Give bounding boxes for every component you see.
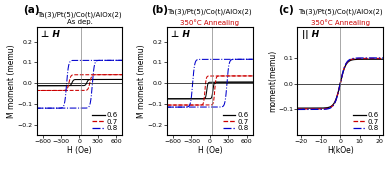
Title: Ta(3)/Pt(5)/Co(t)/AlOx(2)
As dep.: Ta(3)/Pt(5)/Co(t)/AlOx(2) As dep. [37,11,122,25]
Y-axis label: M moment (memu): M moment (memu) [137,44,146,118]
Y-axis label: moment(memu): moment(memu) [268,50,277,112]
Text: ⊥ H: ⊥ H [171,30,190,39]
Text: ⊥ H: ⊥ H [41,30,60,39]
Text: 350°C Annealing: 350°C Annealing [180,20,239,27]
Y-axis label: M moment (memu): M moment (memu) [7,44,16,118]
Title: Ta(3)/Pt(5)/Co(t)/AlOx(2): Ta(3)/Pt(5)/Co(t)/AlOx(2) [167,8,252,15]
X-axis label: H (Oe): H (Oe) [67,146,92,155]
X-axis label: H(kOe): H(kOe) [327,146,353,155]
Legend: 0.6, 0.7, 0.8: 0.6, 0.7, 0.8 [92,112,119,132]
Legend: 0.6, 0.7, 0.8: 0.6, 0.7, 0.8 [352,112,380,132]
Text: (c): (c) [278,5,294,15]
Text: (b): (b) [152,5,169,15]
Text: 350°C Annealing: 350°C Annealing [311,20,370,27]
Title: Ta(3)/Pt(5)/Co(t)/AlOx(2): Ta(3)/Pt(5)/Co(t)/AlOx(2) [298,8,383,15]
Text: || H: || H [303,30,320,39]
Legend: 0.6, 0.7, 0.8: 0.6, 0.7, 0.8 [222,112,249,132]
X-axis label: H (Oe): H (Oe) [198,146,222,155]
Text: (a): (a) [23,5,40,15]
